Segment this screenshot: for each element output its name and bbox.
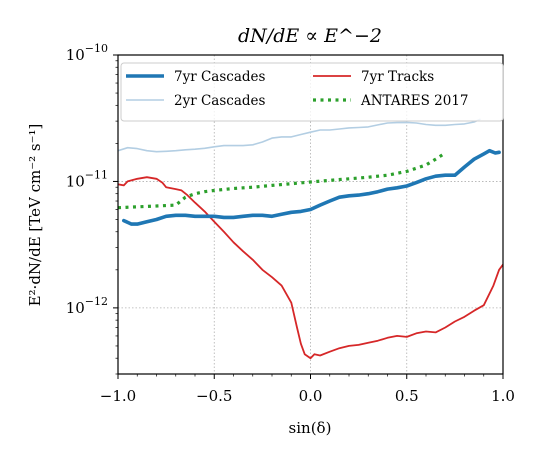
y-tick-label: 10−10 [66,42,108,64]
series-line-7yr-tracks [118,176,503,360]
legend-item: ANTARES 2017 [313,93,469,109]
legend-label: 7yr Cascades [174,69,266,85]
y-axis-label: E²·dN/dE [TeV cm⁻² s⁻¹] [26,124,44,307]
tick-layer: −1.0 −0.5 0.0 0.5 1.0 10−10 10−11 10−12 [66,42,515,405]
x-tick-label: 0.5 [395,387,419,405]
legend-label: ANTARES 2017 [360,93,469,109]
x-tick-label: 1.0 [491,387,515,405]
legend: 7yr Cascades 2yr Cascades 7yr Tracks ANTARE… [120,62,504,122]
legend-item: 7yr Tracks [313,69,434,85]
series-line-7yr-cascades [122,148,501,226]
series-line-antares-2017 [118,151,447,210]
x-axis-label: sin(δ) [289,419,332,437]
y-tick-label: 10−12 [66,295,108,317]
x-tick-label: −1.0 [100,387,136,405]
y-tick-label: 10−11 [66,168,108,190]
legend-box [120,62,504,122]
legend-label: 7yr Tracks [361,69,434,85]
legend-label: 2yr Cascades [174,93,266,109]
series-layer [118,118,503,360]
x-tick-label: −0.5 [196,387,232,405]
series-line-2yr-cascades [118,118,481,153]
legend-item: 7yr Cascades [126,69,266,85]
x-tick-label: 0.0 [299,387,323,405]
legend-item: 2yr Cascades [126,93,266,109]
chart-title: dN/dE ∝ E^−2 [238,25,382,47]
